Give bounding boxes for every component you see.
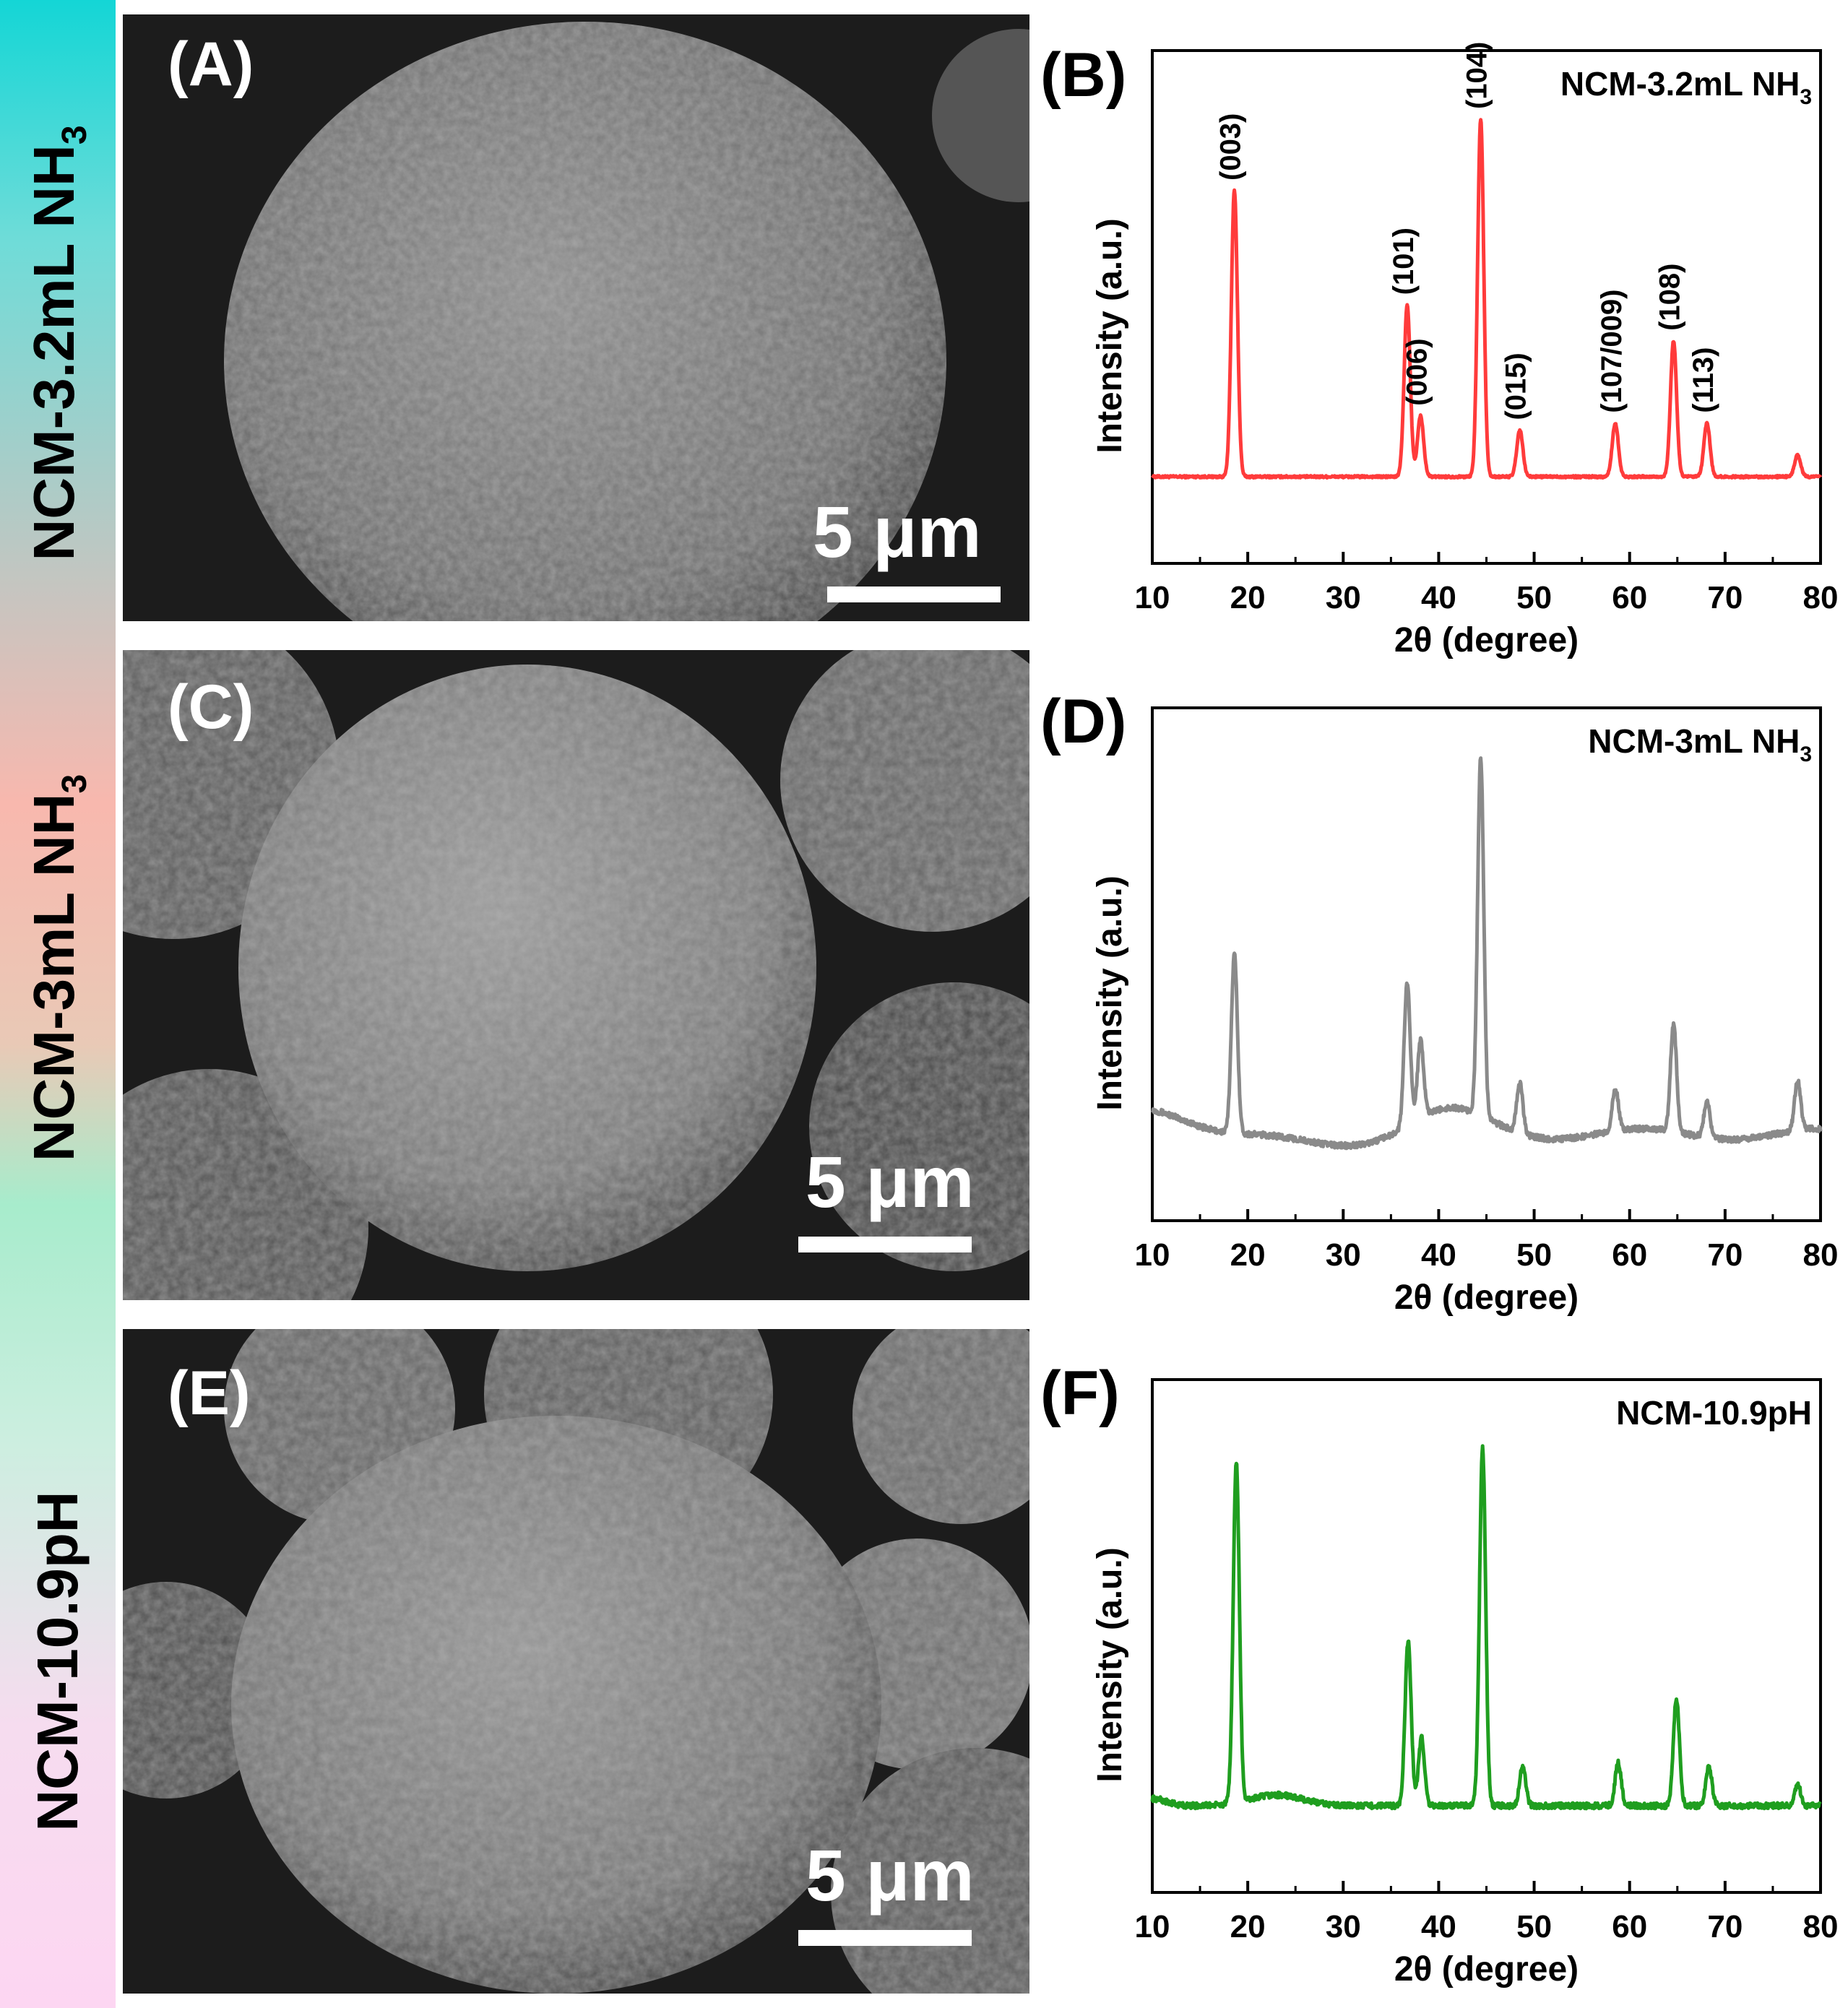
x-tick-label: 60 — [1612, 1909, 1647, 1944]
peak-label: (015) — [1501, 352, 1532, 420]
panel-label-a: (A) — [168, 30, 254, 99]
peak-label: (113) — [1688, 347, 1719, 413]
peak-label: (104) — [1461, 42, 1493, 109]
x-tick-label: 40 — [1421, 1237, 1456, 1273]
scale-bar-e — [798, 1930, 972, 1946]
x-tick-label: 70 — [1707, 1237, 1743, 1273]
xrd-pattern-line — [1151, 756, 1823, 1151]
scale-bar-c — [798, 1237, 972, 1252]
scale-bar-a — [827, 587, 1001, 602]
x-axis-label: 2θ (degree) — [1394, 621, 1579, 659]
panel-label-b: (B) — [1040, 40, 1127, 110]
peak-label: (108) — [1654, 264, 1686, 331]
xrd-pattern-line — [1150, 1444, 1822, 1811]
x-tick-label: 20 — [1230, 1909, 1266, 1944]
scale-label-e: 5 μm — [806, 1835, 975, 1916]
plot-frame — [1151, 49, 1822, 565]
chart-title: NCM-10.9pH — [1616, 1394, 1812, 1432]
xrd-chart-d: 10 20 30 40 50 60 70 80 2θ (degree) Intensity (a.… — [1091, 706, 1839, 1317]
y-axis-label: Intensity (a.u.) — [1091, 218, 1129, 453]
x-tick-label: 70 — [1707, 580, 1743, 615]
peak-label: (101) — [1388, 228, 1420, 295]
x-axis-label: 2θ (degree) — [1394, 1278, 1579, 1317]
x-tick-label: 10 — [1135, 580, 1170, 615]
panel-label-d: (D) — [1040, 687, 1127, 756]
sample-sidebar: NCM-3.2mL NH3 NCM-3mL NH3 NCM-10.9pH — [0, 0, 116, 2008]
x-tick-label: 30 — [1326, 1237, 1361, 1273]
chart-title: NCM-3.2mL NH3 — [1560, 65, 1812, 109]
x-tick-label: 50 — [1516, 1237, 1552, 1273]
sidebar-label-ncm-3ml: NCM-3mL NH3 — [22, 774, 94, 1162]
x-tick-label: 20 — [1230, 1237, 1266, 1273]
sem-image-c: (C) 5 μm — [123, 650, 1029, 1300]
x-tick-label: 80 — [1803, 1237, 1839, 1273]
x-tick-label: 80 — [1803, 580, 1839, 615]
x-tick-label: 10 — [1135, 1237, 1170, 1273]
x-tick-label: 60 — [1612, 580, 1647, 615]
sem-image-a: (A) 5 μm — [123, 14, 1029, 621]
scale-label-c: 5 μm — [806, 1142, 975, 1223]
chart-title: NCM-3mL NH3 — [1588, 722, 1812, 766]
panel-label-e: (E) — [168, 1359, 251, 1428]
sidebar-label-ncm-10.9ph: NCM-10.9pH — [25, 1491, 90, 1832]
x-axis-label: 2θ (degree) — [1394, 1950, 1579, 1988]
xrd-chart-b: 10 20 30 40 50 60 70 80 2θ (degree) Intensity (a.… — [1091, 42, 1839, 659]
sem-image-e: (E) 5 μm — [123, 1329, 1029, 1994]
peak-label: (107/009) — [1596, 290, 1628, 413]
x-tick-label: 20 — [1230, 580, 1266, 615]
sidebar-label-ncm-3.2ml: NCM-3.2mL NH3 — [22, 125, 94, 561]
x-tick-label: 10 — [1135, 1909, 1170, 1944]
x-tick-label: 70 — [1707, 1909, 1743, 1944]
xrd-pattern-line — [1150, 118, 1823, 480]
scale-label-a: 5 μm — [813, 492, 982, 573]
panel-label-f: (F) — [1040, 1359, 1120, 1428]
x-tick-label: 50 — [1516, 580, 1552, 615]
y-axis-label: Intensity (a.u.) — [1091, 875, 1129, 1110]
xrd-chart-f: 10 20 30 40 50 60 70 80 2θ (degree) Intensity (a.… — [1091, 1378, 1839, 1988]
peak-label: (003) — [1215, 113, 1247, 181]
x-tick-label: 40 — [1421, 1909, 1456, 1944]
panel-label-c: (C) — [168, 672, 254, 742]
x-tick-label: 30 — [1326, 580, 1361, 615]
y-axis-label: Intensity (a.u.) — [1091, 1547, 1129, 1782]
x-tick-label: 60 — [1612, 1237, 1647, 1273]
x-tick-label: 30 — [1326, 1909, 1361, 1944]
x-tick-label: 50 — [1516, 1909, 1552, 1944]
x-tick-label: 80 — [1803, 1909, 1839, 1944]
peak-label: (006) — [1401, 338, 1433, 405]
x-tick-label: 40 — [1421, 580, 1456, 615]
